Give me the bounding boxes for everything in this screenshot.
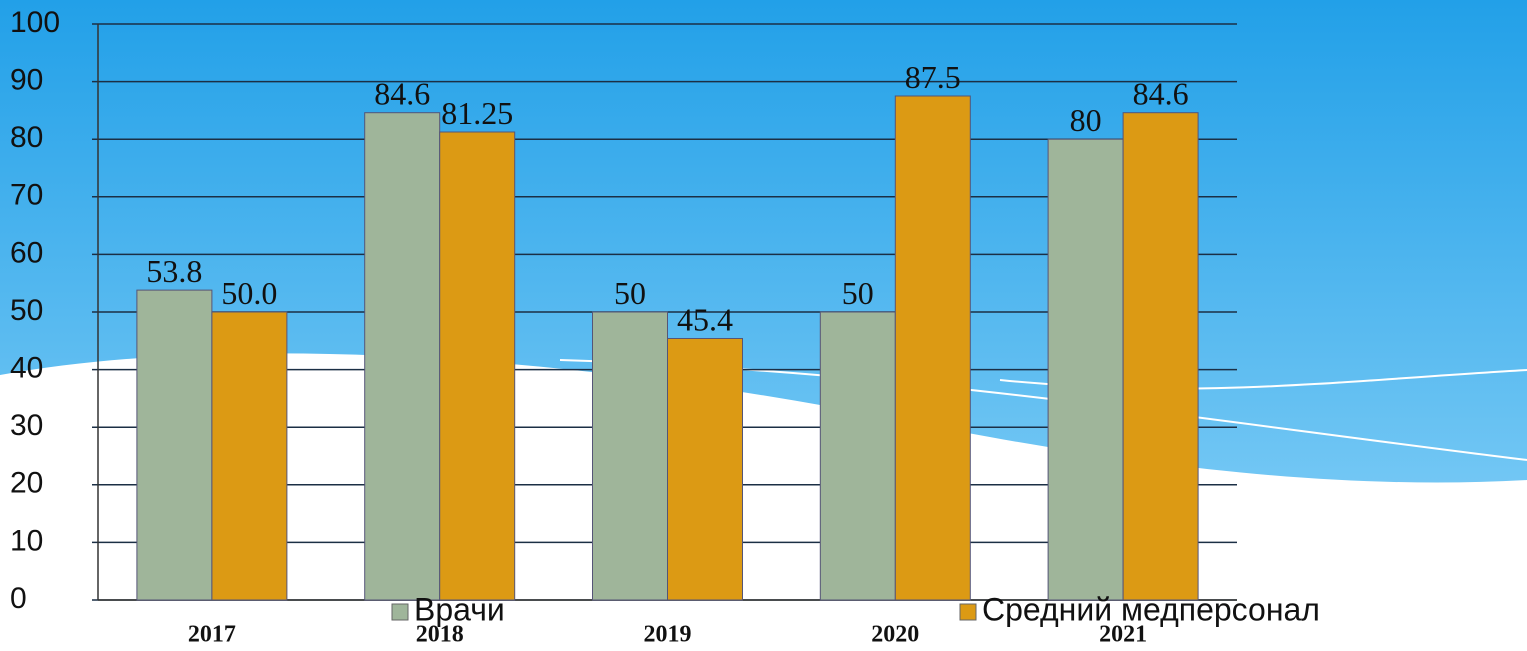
legend-swatch	[959, 603, 977, 621]
x-tick-label: 2019	[644, 622, 692, 648]
x-tick-label: 2020	[871, 622, 919, 648]
y-tick-label: 100	[10, 6, 60, 39]
x-tick-label: 2018	[416, 622, 464, 648]
plot: 0 10 20 30 40 50 60 70 80 90 100 2017 53.8 50.0 2018 84…	[10, 6, 1320, 648]
y-tick-label: 70	[10, 179, 43, 212]
value-label: 50	[614, 275, 646, 311]
bar	[1122, 112, 1199, 601]
bar	[364, 112, 441, 601]
bar	[1047, 138, 1124, 601]
bar	[439, 131, 516, 601]
y-tick-label: 0	[10, 582, 27, 615]
y-tick-label: 10	[10, 524, 43, 557]
x-tick-label: 2017	[188, 622, 236, 648]
legend-label: Врачи	[414, 591, 505, 627]
value-label: 84.6	[374, 76, 430, 112]
bar	[894, 95, 971, 601]
value-label: 81.25	[441, 95, 513, 131]
value-label: 50.0	[221, 275, 277, 311]
y-tick-label: 60	[10, 236, 43, 269]
bar	[819, 311, 896, 601]
y-tick-label: 40	[10, 352, 43, 385]
bar	[667, 337, 743, 601]
legend-swatch	[391, 603, 409, 621]
value-label: 45.4	[677, 301, 733, 337]
value-label: 53.8	[146, 253, 202, 289]
y-tick-label: 20	[10, 467, 43, 500]
y-tick-label: 80	[10, 121, 43, 154]
value-label: 84.6	[1133, 76, 1189, 112]
bar	[592, 311, 668, 601]
y-tick-label: 50	[10, 294, 43, 327]
bar	[136, 289, 213, 601]
value-label: 87.5	[905, 59, 961, 95]
legend-label: Средний медперсонал	[982, 591, 1320, 627]
value-label: 80	[1070, 102, 1102, 138]
value-label: 50	[842, 275, 874, 311]
x-tick-label: 2021	[1099, 622, 1147, 648]
y-tick-label: 90	[10, 64, 43, 97]
bar	[211, 311, 288, 601]
y-tick-label: 30	[10, 409, 43, 442]
